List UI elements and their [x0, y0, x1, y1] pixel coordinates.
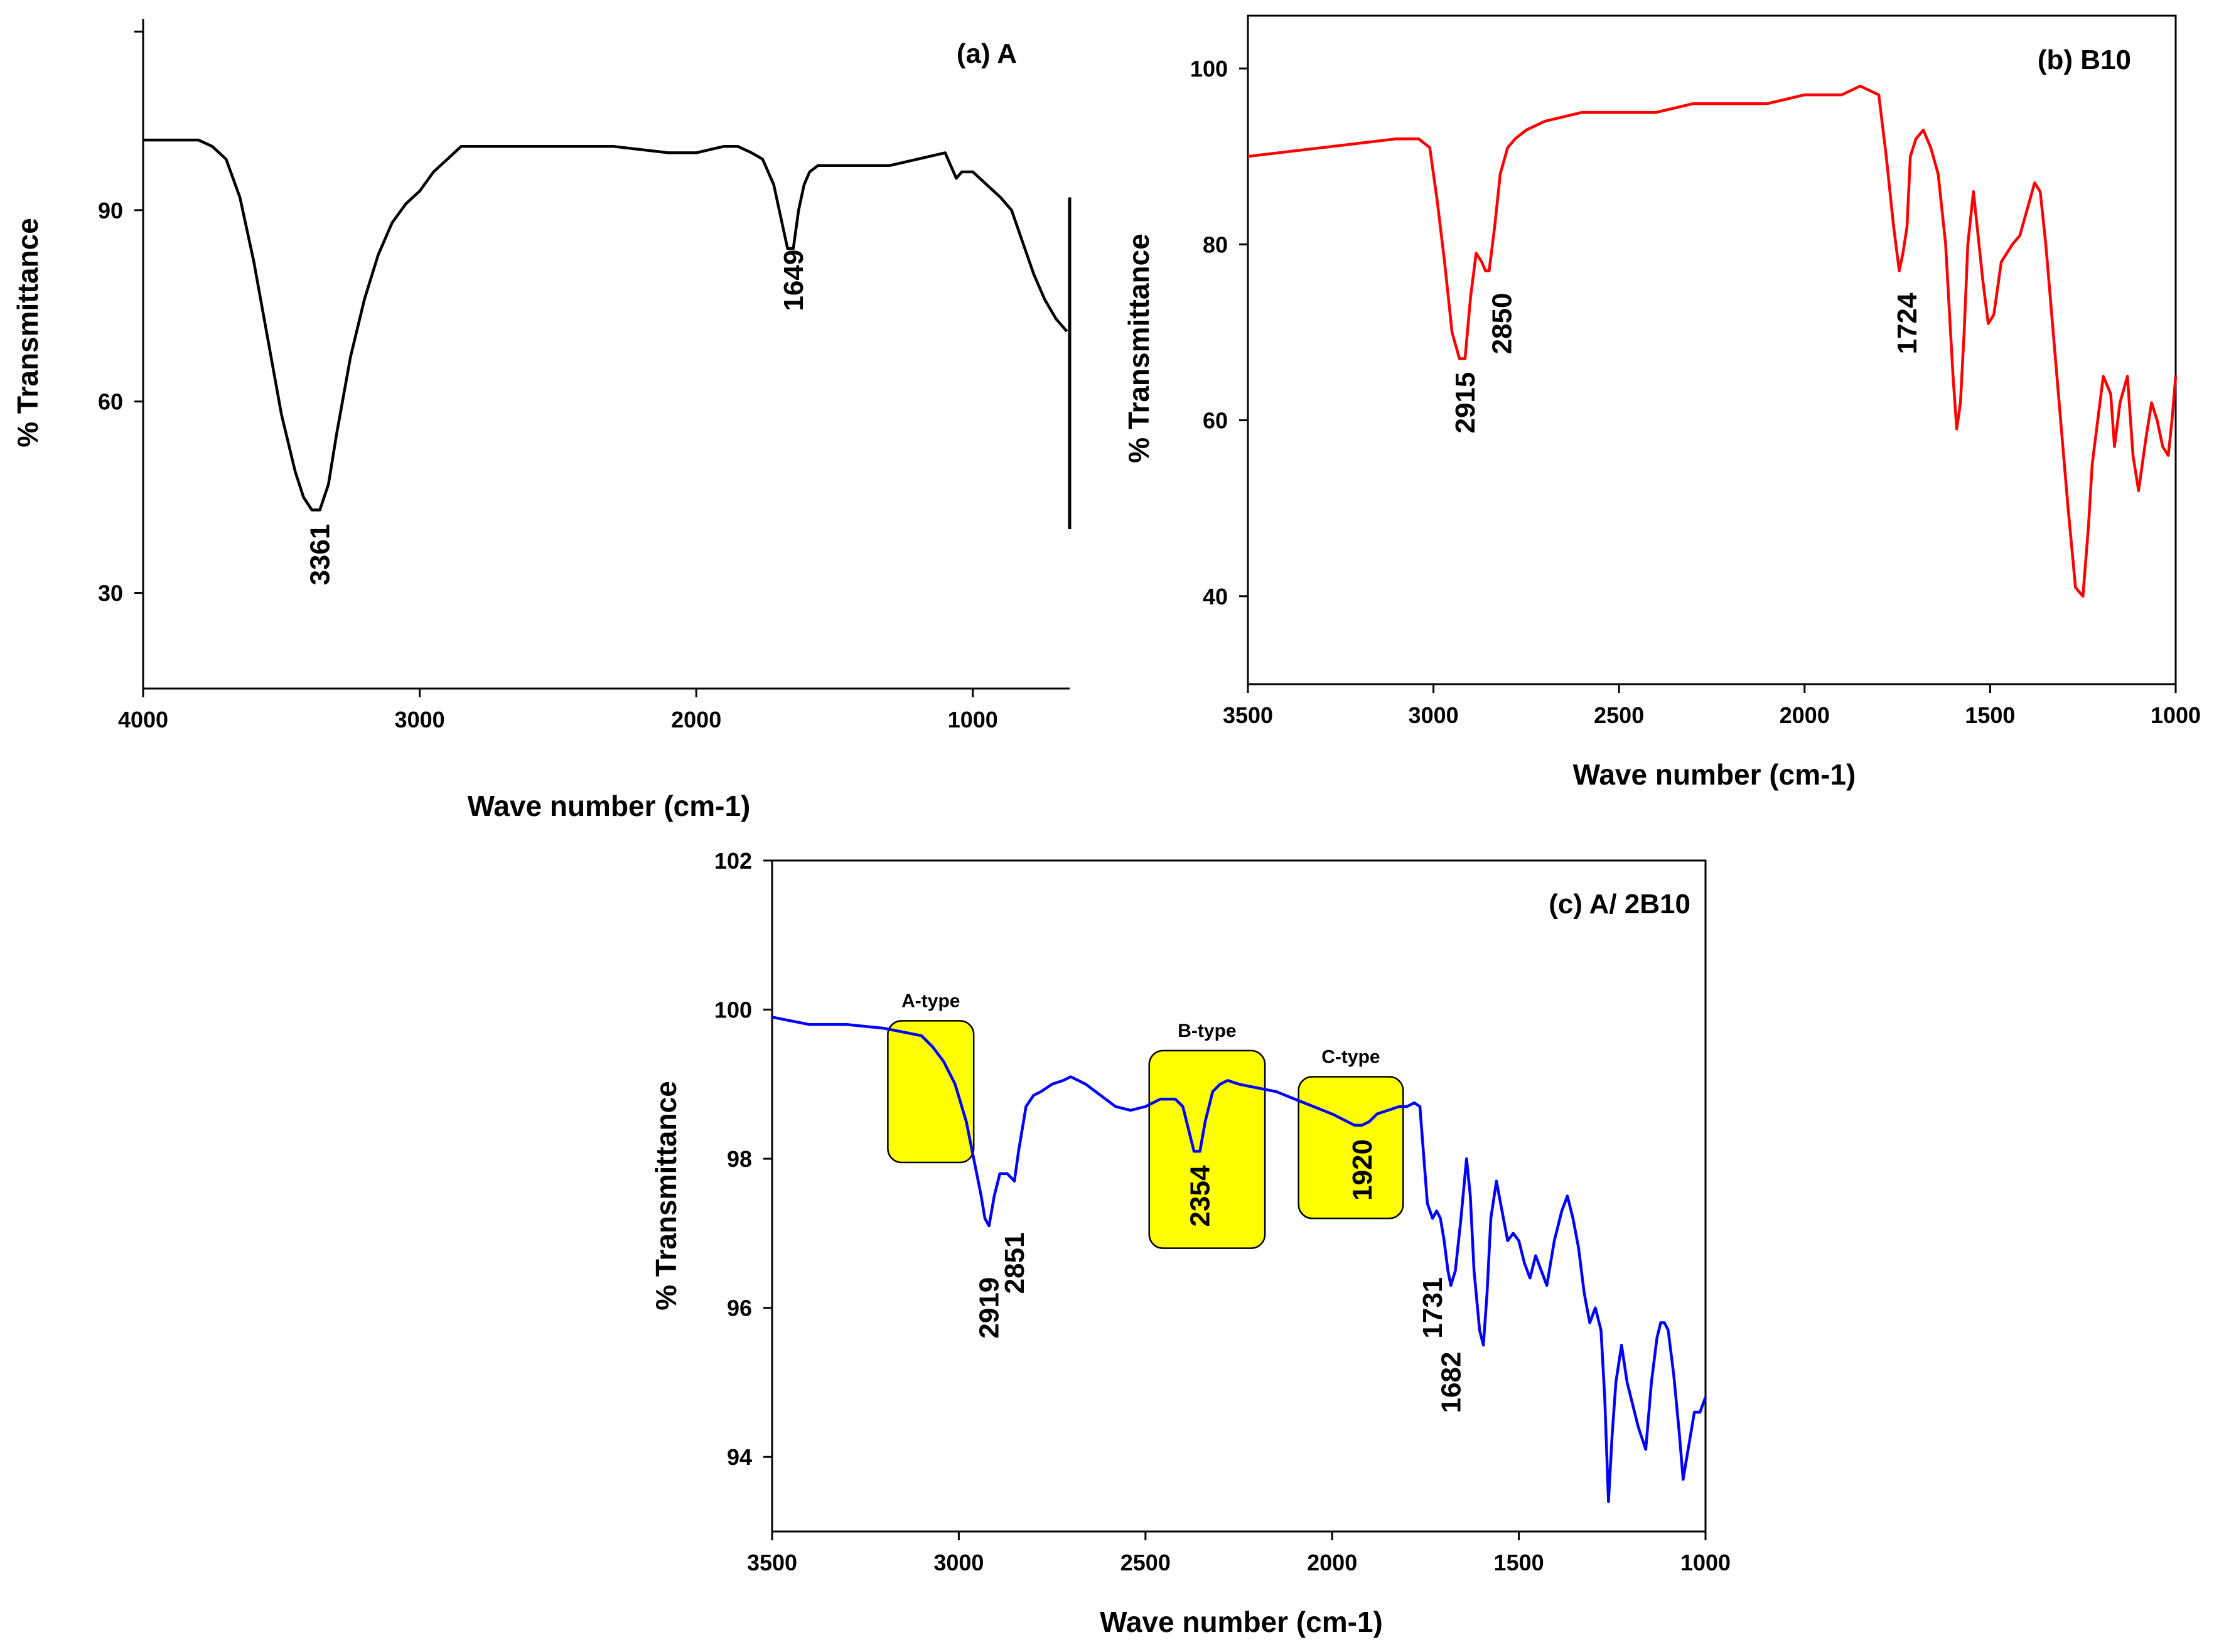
y-tick-label: 98: [727, 1146, 752, 1172]
peak-label-1649: 1649: [778, 250, 809, 311]
x-tick-label: 1500: [1494, 1550, 1544, 1575]
spectrum-line-A: [143, 138, 1068, 512]
x-axis-title: Wave number (cm-1): [1573, 758, 1856, 791]
x-tick-label: 2500: [1594, 702, 1644, 728]
y-tick-label: 94: [727, 1444, 752, 1470]
x-axis-title: Wave number (cm-1): [1100, 1606, 1383, 1638]
spectrum-line-B10: [1247, 84, 2178, 598]
panel-title: (a) A: [957, 38, 1017, 69]
plot-frame: [771, 859, 1707, 1533]
spectrum-line-A-2B10: [771, 1016, 1707, 1503]
x-tick-label: 3500: [1223, 702, 1273, 728]
peak-label-3361: 3361: [305, 524, 336, 586]
x-tick-label: 4000: [118, 707, 168, 732]
x-tick-label: 2000: [1307, 1550, 1357, 1575]
x-tick-label: 1000: [948, 707, 998, 732]
x-tick-label: 2500: [1120, 1550, 1171, 1575]
y-tick-label: 90: [98, 198, 123, 223]
panel-title: (c) A/ 2B10: [1549, 889, 1690, 920]
y-tick-label: 60: [1203, 408, 1228, 434]
x-tick-label: 1500: [1965, 702, 2015, 728]
y-tick-label: 30: [98, 581, 123, 606]
y-tick-label: 100: [714, 997, 752, 1023]
x-tick-label: 3000: [395, 707, 445, 732]
peak-label-2354: 2354: [1185, 1165, 1216, 1226]
peak-label-2850: 2850: [1486, 293, 1517, 355]
panel-a-chart: 30 60 90 4000 3000 2000 1000 3361 1649 (a) A Wave …: [11, 19, 1072, 822]
region-label: B-type: [1178, 1021, 1236, 1041]
y-tick-label: 80: [1203, 232, 1228, 257]
peak-label-2915: 2915: [1450, 372, 1481, 434]
y-axis-title: % Transmittance: [650, 1081, 682, 1311]
y-tick-label: 40: [1203, 584, 1228, 609]
y-tick-label: 96: [727, 1295, 752, 1321]
peak-label-1682: 1682: [1436, 1351, 1466, 1413]
x-tick-label: 3000: [933, 1550, 984, 1575]
peak-label-1731: 1731: [1417, 1277, 1448, 1339]
x-axis-title: Wave number (cm-1): [468, 790, 751, 822]
panel-title: (b) B10: [2038, 45, 2131, 75]
peak-label-2919: 2919: [974, 1277, 1005, 1339]
x-tick-label: 3500: [747, 1550, 797, 1575]
peak-label-1920: 1920: [1347, 1139, 1378, 1201]
peak-label-2851: 2851: [999, 1232, 1030, 1294]
y-tick-label: 60: [98, 389, 123, 415]
panel-b-chart: 40 60 80 100 3500 3000 2500 2000 1500 1000 2915285…: [1122, 14, 2201, 791]
peak-label-1724: 1724: [1892, 292, 1923, 354]
x-tick-label: 2000: [671, 707, 721, 732]
x-tick-label: 1000: [1680, 1550, 1731, 1575]
panel-c-chart: A-type B-type C-type 94 96 98 100 102 3500 3000 25…: [650, 848, 1731, 1638]
region-label: C-type: [1321, 1046, 1380, 1067]
plot-frame: [1247, 14, 2177, 685]
y-axis-title: % Transmittance: [1122, 233, 1155, 463]
y-tick-label: 102: [714, 848, 752, 874]
y-tick-label: 100: [1190, 56, 1228, 82]
y-axis-title: % Transmittance: [11, 218, 44, 448]
x-tick-label: 1000: [2151, 702, 2201, 728]
x-tick-label: 2000: [1780, 702, 1830, 728]
region-label: A-type: [901, 990, 960, 1011]
highlight-region-1: [887, 1020, 975, 1164]
x-tick-label: 3000: [1409, 702, 1459, 728]
